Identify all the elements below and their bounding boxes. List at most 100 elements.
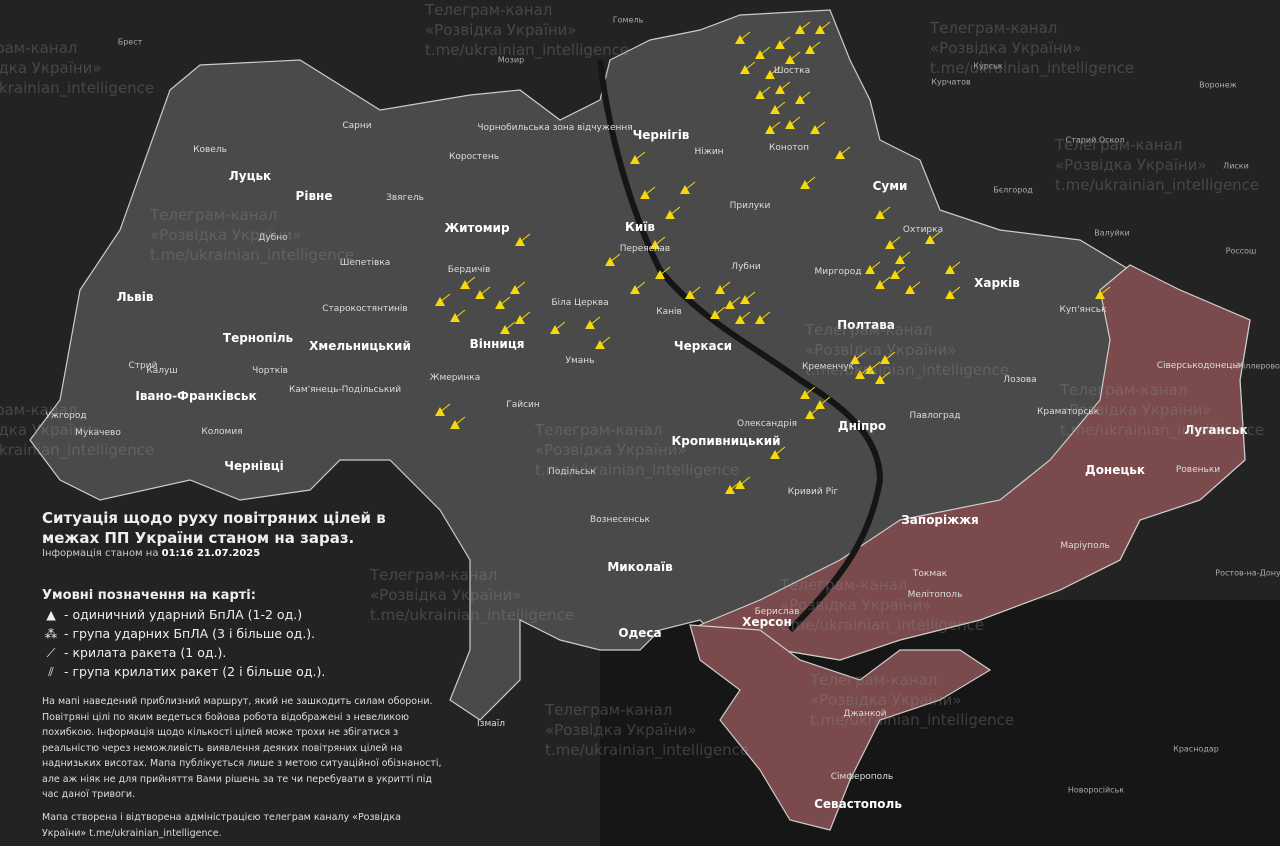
city-label-major: Житомир — [444, 221, 510, 235]
watermark-line: Телеграм-канал — [0, 39, 78, 57]
drone-trail — [519, 311, 531, 321]
city-label-major: Полтава — [837, 318, 895, 332]
city-label-major: Дніпро — [837, 419, 887, 433]
drone-trail — [599, 336, 611, 346]
drone-trail — [634, 281, 646, 291]
watermark-line: «Розвідка України» — [930, 39, 1082, 57]
drone-trail — [899, 251, 911, 261]
drone-trail — [879, 276, 891, 286]
legend: Умовні позначення на карті: ▲ - одинични… — [42, 586, 325, 681]
watermark-line: t.me/ukrainian_intelligence — [805, 361, 1010, 379]
drone-trail — [779, 81, 791, 91]
drone-trail — [814, 121, 826, 131]
watermark-line: t.me/ukrainian_intelligence — [1055, 176, 1260, 194]
city-label: Умань — [565, 356, 595, 366]
city-label: Переяслав — [619, 244, 671, 254]
city-label-major: Черкаси — [673, 339, 733, 353]
city-label: Сарни — [342, 121, 372, 131]
drone-trail — [514, 281, 526, 291]
watermark-line: t.me/ukrainian_intelligence — [0, 79, 155, 97]
city-label-major: Одеса — [618, 626, 662, 640]
city-label-major: Рівне — [295, 189, 333, 203]
drone-trail — [554, 321, 566, 331]
drone-trail — [819, 396, 831, 406]
drone-trail — [839, 146, 851, 156]
drone-trail — [654, 236, 666, 246]
city-label: Павлоград — [909, 411, 961, 421]
city-label-major: Київ — [625, 220, 655, 234]
city-label: Лубни — [731, 262, 761, 272]
legend-item: ⫽ - група крилатих ракет (2 і більше од.… — [42, 662, 325, 681]
city-label-major: Чернігів — [632, 128, 690, 142]
city-label: Сімферополь — [830, 772, 894, 782]
city-label-major: Запоріжжя — [901, 513, 979, 527]
foreign-city-label: Воронеж — [1199, 80, 1237, 90]
dnipro-river — [597, 59, 884, 633]
legend-label: - група ударних БпЛА (3 і більше од.). — [63, 626, 316, 641]
city-label: Куп'янськ — [1059, 305, 1107, 315]
city-label: Конотоп — [769, 143, 809, 153]
watermark: Телеграм-канал «Розвідка України» t.me/ukr… — [1055, 135, 1259, 195]
legend-item: ⁂ - група ударних БпЛА (3 і більше од.). — [42, 624, 325, 643]
city-label: Ніжин — [694, 147, 724, 157]
city-label: Ровеньки — [1175, 465, 1221, 475]
watermark-line: «Розвідка України» — [425, 21, 577, 39]
cruise-missile-icon: ⟋ — [46, 645, 56, 660]
watermark-line: t.me/ukrainian_intelligence — [780, 616, 985, 634]
watermark-line: t.me/ukrainian_intelligence — [150, 246, 355, 264]
cruise-missile-group-icon: ⫽ — [48, 664, 54, 679]
city-label: Біла Церква — [551, 298, 609, 308]
drone-trail — [789, 116, 801, 126]
city-label: Бердичів — [447, 265, 491, 275]
city-label: Джанкой — [843, 709, 887, 719]
drone-trail — [879, 206, 891, 216]
legend-item: ▲ - одиничний ударний БпЛА (1-2 од.) — [42, 605, 325, 624]
city-label: Кременчук — [802, 362, 854, 372]
city-label: Чорнобильська зона відчуження — [477, 123, 633, 133]
foreign-city-label: Новоросійськ — [1067, 785, 1125, 795]
city-label: Токмак — [912, 569, 948, 579]
drone-trail — [744, 291, 756, 301]
foreign-city-label: Бєлгород — [993, 185, 1033, 195]
city-label-major: Хмельницький — [309, 339, 411, 353]
foreign-city-label: Курськ — [973, 61, 1003, 71]
drone-trail — [799, 21, 811, 31]
map-title: Ситуація щодо руху повітряних цілей в ме… — [42, 509, 386, 547]
drone-trail — [634, 151, 646, 161]
legend-label: - одиничний ударний БпЛА (1-2 од.) — [63, 607, 303, 622]
watermark-line: t.me/ukrainian_intelligence — [810, 711, 1015, 729]
drone-trail — [894, 266, 906, 276]
drone-trail — [789, 51, 801, 61]
drone-trail — [869, 261, 881, 271]
city-label: Жмеринка — [429, 373, 481, 383]
city-label-major: Херсон — [742, 615, 792, 629]
info-timestamp: Інформація станом на 01:16 21.07.2025 — [42, 548, 260, 559]
drone-trail — [689, 286, 701, 296]
watermark-line: Телеграм-канал — [425, 1, 553, 19]
drone-group-icon: ⁂ — [44, 626, 58, 641]
drone-trail — [589, 316, 601, 326]
watermark-line: «Розвідка України» — [535, 441, 687, 459]
drone-trail — [774, 101, 786, 111]
drone-trail — [759, 86, 771, 96]
foreign-city-label: Брест — [117, 37, 143, 47]
drone-trail — [799, 91, 811, 101]
drone-trail — [889, 236, 901, 246]
legend-label: - група крилатих ракет (2 і більше од.). — [63, 664, 326, 679]
city-label: Ізмаїл — [477, 719, 505, 729]
watermark-line: t.me/ukrainian_intelligence — [535, 461, 740, 479]
watermark-line: Телеграм-канал — [780, 576, 908, 594]
disclaimer: На мапі наведений приблизний маршрут, як… — [42, 696, 442, 800]
legend-heading: Умовні позначення на карті: — [42, 588, 256, 603]
watermark-line: Телеграм-канал — [370, 566, 498, 584]
city-label: Канів — [656, 307, 682, 317]
city-label: Дубно — [258, 233, 288, 243]
watermark-line: Телеграм-канал — [535, 421, 663, 439]
drone-trail — [504, 321, 516, 331]
city-label: Охтирка — [902, 225, 944, 235]
drone-trail — [464, 276, 476, 286]
watermark-line: Телеграм-канал — [1055, 136, 1183, 154]
city-label: Берислав — [754, 607, 800, 617]
